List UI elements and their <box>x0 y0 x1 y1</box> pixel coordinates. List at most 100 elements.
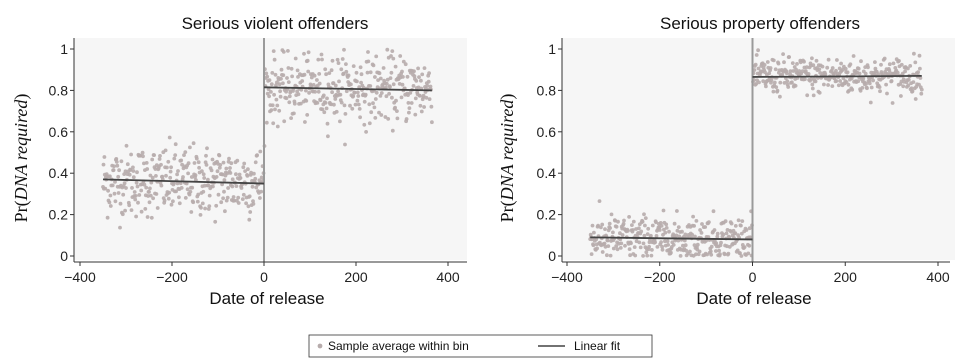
scatter-point <box>599 225 603 230</box>
scatter-point <box>289 116 293 120</box>
scatter-point <box>274 83 278 88</box>
scatter-point <box>198 213 203 217</box>
scatter-point <box>637 226 641 231</box>
scatter-point <box>305 58 310 63</box>
scatter-point <box>826 83 830 87</box>
scatter-point <box>605 238 610 243</box>
scatter-point <box>154 174 158 178</box>
scatter-point <box>342 47 346 52</box>
scatter-point <box>174 189 179 194</box>
x-tick-label: 400 <box>926 269 950 285</box>
scatter-point <box>284 96 289 101</box>
scatter-point <box>356 94 361 98</box>
y-axis-label-italic: DNA required <box>11 99 31 202</box>
scatter-point <box>429 104 434 109</box>
scatter-point <box>614 224 619 229</box>
scatter-point <box>638 245 643 250</box>
scatter-point <box>394 98 398 103</box>
scatter-point <box>285 76 289 80</box>
scatter-point <box>864 81 868 86</box>
scatter-point <box>873 60 877 64</box>
scatter-point <box>225 195 230 200</box>
scatter-point <box>607 221 612 226</box>
scatter-point <box>355 98 360 103</box>
scatter-point <box>356 102 361 107</box>
scatter-point <box>774 85 779 89</box>
scatter-point <box>250 184 255 189</box>
scatter-point <box>272 57 277 62</box>
scatter-point <box>153 167 158 171</box>
scatter-point <box>159 183 164 188</box>
scatter-point <box>809 77 814 81</box>
scatter-point <box>690 232 695 237</box>
scatter-point <box>784 71 789 76</box>
scatter-point <box>352 90 357 95</box>
scatter-point <box>834 79 839 83</box>
scatter-point <box>203 206 208 211</box>
scatter-point <box>114 160 119 164</box>
scatter-point <box>838 79 842 83</box>
scatter-point <box>428 84 433 89</box>
scatter-point <box>666 243 670 247</box>
scatter-point <box>279 76 283 81</box>
scatter-point <box>667 229 671 234</box>
scatter-point <box>214 203 219 208</box>
scatter-point <box>654 234 659 238</box>
scatter-point <box>411 84 416 88</box>
scatter-point <box>694 219 699 223</box>
legend-label-fit: Linear fit <box>574 339 621 353</box>
scatter-point <box>605 253 609 258</box>
scatter-point <box>303 120 307 124</box>
scatter-point <box>803 77 807 82</box>
scatter-point <box>817 67 822 72</box>
scatter-point <box>364 130 368 134</box>
scatter-point <box>405 74 410 79</box>
scatter-point <box>248 210 253 214</box>
scatter-point <box>188 145 192 150</box>
scatter-point <box>147 200 152 205</box>
scatter-point <box>343 142 347 147</box>
scatter-point <box>189 175 194 179</box>
scatter-point <box>323 67 328 72</box>
scatter-point <box>259 175 264 180</box>
scatter-point <box>856 66 861 71</box>
scatter-point <box>318 98 323 103</box>
scatter-point <box>407 110 411 115</box>
scatter-point <box>195 199 200 204</box>
scatter-point <box>159 162 163 167</box>
scatter-point <box>223 209 227 214</box>
scatter-point <box>286 49 290 53</box>
scatter-point <box>388 76 393 80</box>
scatter-point <box>342 103 347 108</box>
scatter-point <box>217 153 222 158</box>
scatter-point <box>271 49 276 53</box>
scatter-point <box>421 93 426 98</box>
scatter-point <box>592 230 596 235</box>
scatter-point <box>677 234 682 239</box>
scatter-point <box>101 162 106 167</box>
scatter-point <box>721 232 726 237</box>
scatter-point <box>890 101 895 105</box>
scatter-point <box>825 65 830 70</box>
scatter-point <box>646 226 651 231</box>
scatter-point <box>214 175 219 179</box>
scatter-point <box>606 244 611 249</box>
y-tick-label: 0.8 <box>537 82 557 98</box>
x-ticks: −400 −200 0 200 400 <box>551 262 950 285</box>
scatter-point <box>390 128 395 133</box>
scatter-point <box>305 113 310 117</box>
scatter-point <box>835 58 839 62</box>
scatter-point <box>164 173 168 178</box>
scatter-point <box>404 117 409 121</box>
scatter-point <box>196 192 201 197</box>
scatter-point <box>255 153 259 158</box>
scatter-point <box>163 148 168 153</box>
y-tick-label: 1 <box>60 41 68 57</box>
scatter-point <box>369 110 374 115</box>
scatter-point <box>671 243 676 247</box>
scatter-point <box>664 226 669 230</box>
scatter-point <box>234 184 239 189</box>
scatter-point <box>708 249 713 254</box>
scatter-point <box>733 224 738 228</box>
legend-marker-point <box>317 343 323 349</box>
